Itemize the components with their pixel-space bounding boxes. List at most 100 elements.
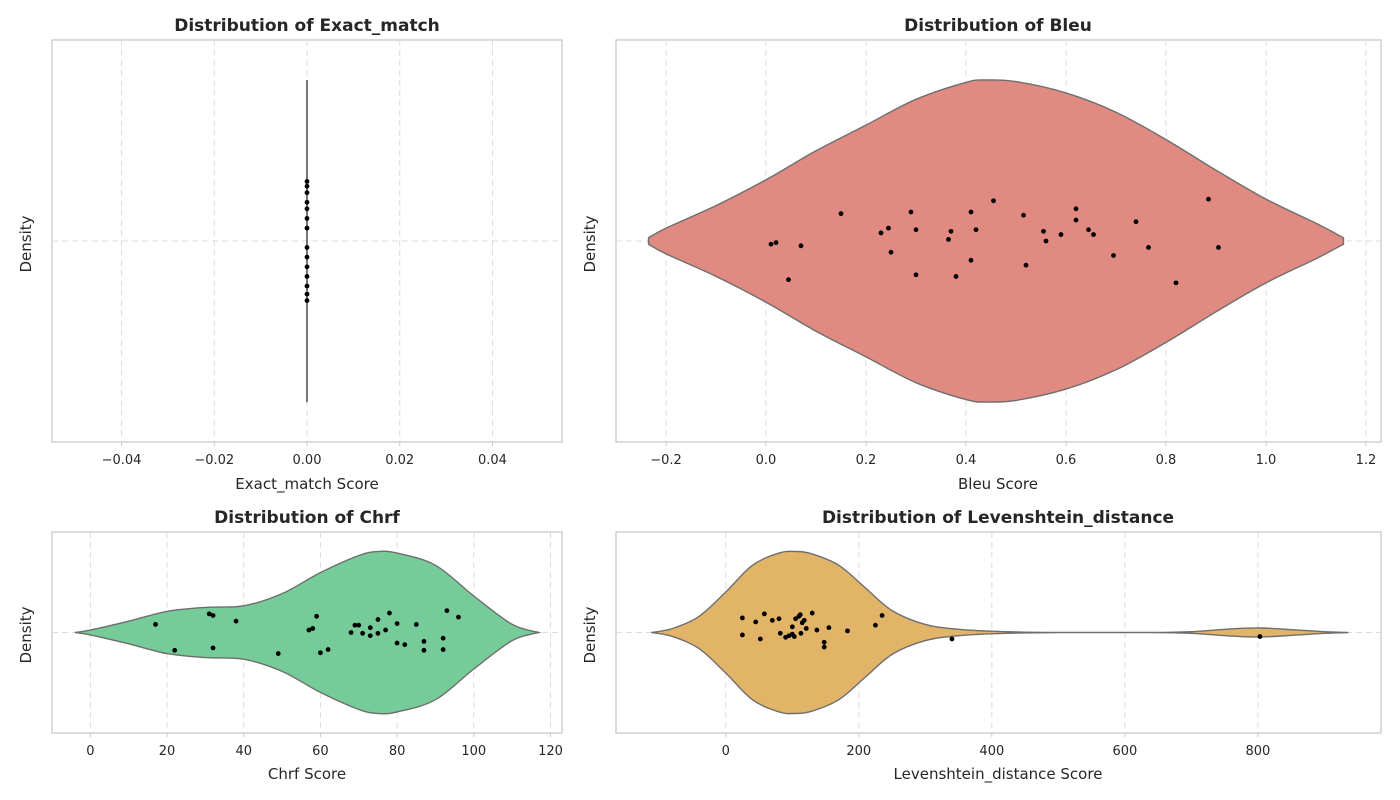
data-point [968, 209, 974, 215]
data-point [1111, 253, 1116, 258]
data-point [394, 640, 400, 646]
data-point [838, 211, 844, 217]
violin-body [647, 79, 1345, 403]
data-point [814, 627, 820, 633]
x-tick-label: −0.04 [102, 453, 142, 468]
x-tick-label: 1.0 [1256, 453, 1277, 468]
data-point [304, 199, 310, 205]
data-point [325, 647, 331, 652]
data-point [314, 613, 319, 619]
data-point [304, 283, 310, 289]
panel-chrf: Distribution of Chrf 0 20 40 60 80 100 120 Chr… [17, 508, 563, 783]
data-point [153, 622, 158, 627]
data-point [275, 651, 281, 656]
points-group [304, 179, 310, 303]
data-point [991, 198, 996, 204]
x-tick-label: 120 [538, 744, 563, 759]
x-axis-label: Levenshtein_distance Score [894, 765, 1103, 784]
data-point [913, 272, 919, 278]
data-point [402, 642, 408, 648]
data-point [1091, 232, 1096, 237]
x-tick-label: 200 [846, 744, 871, 759]
data-point [949, 636, 955, 642]
data-point [1173, 280, 1179, 286]
data-point [946, 236, 951, 242]
data-point [1133, 219, 1139, 225]
x-axis-label: Exact_match Score [235, 475, 378, 494]
x-tick-label: 1.2 [1356, 453, 1377, 468]
data-point [879, 613, 885, 618]
x-tick-label: 0.8 [1156, 453, 1177, 468]
data-point [440, 635, 446, 641]
x-tick-label: 400 [979, 744, 1004, 759]
violin-body [651, 550, 1349, 715]
points-group [739, 610, 1263, 650]
data-point [306, 627, 312, 633]
data-point [304, 179, 310, 184]
data-point [777, 630, 783, 636]
data-point [753, 619, 759, 625]
data-point [789, 624, 795, 630]
data-point [803, 626, 809, 631]
data-point [1216, 245, 1221, 250]
data-point [1086, 227, 1091, 233]
data-point [348, 630, 354, 635]
x-tick-label: 20 [159, 744, 176, 759]
data-point [304, 225, 310, 231]
data-point [206, 611, 212, 617]
data-point [1206, 196, 1211, 202]
data-point [793, 616, 799, 622]
data-point [367, 633, 373, 639]
data-point [413, 622, 419, 627]
data-point [210, 613, 216, 618]
data-point [1146, 245, 1151, 250]
panel-exact-match: Distribution of Exact_match −0.04 −0.02 0.… [17, 16, 563, 494]
y-axis-label: Density [581, 215, 599, 272]
chart-title: Distribution of Chrf [214, 508, 400, 528]
chart-title: Distribution of Levenshtein_distance [822, 508, 1174, 528]
data-point [878, 230, 884, 236]
x-tick-label: 40 [235, 744, 252, 759]
x-ticks: 0 20 40 60 80 100 120 [86, 733, 563, 759]
data-point [845, 628, 850, 634]
data-point [304, 298, 310, 303]
data-point [886, 225, 891, 231]
data-point [968, 257, 974, 263]
data-point [953, 274, 959, 279]
violin-group [74, 550, 542, 715]
x-tick-label: 80 [389, 744, 406, 759]
data-point [809, 610, 815, 616]
chart-title: Distribution of Bleu [904, 16, 1092, 36]
data-point [1043, 238, 1049, 244]
violin-group [647, 79, 1345, 403]
data-point [304, 264, 310, 270]
data-point [888, 249, 894, 255]
y-axis-label: Density [17, 606, 35, 663]
x-tick-label: 600 [1112, 744, 1137, 759]
data-point [1023, 262, 1029, 268]
data-point [798, 630, 804, 636]
panel-bleu: Distribution of Bleu −0.2 0.0 0.2 0.4 0.6 0.8… [581, 16, 1382, 493]
data-point [304, 206, 310, 212]
data-point [421, 639, 427, 644]
x-tick-label: 0 [722, 744, 730, 759]
data-point [356, 622, 362, 628]
data-point [387, 610, 392, 616]
data-point [304, 190, 310, 196]
data-point [797, 612, 803, 618]
data-point [739, 632, 745, 638]
data-point [233, 618, 239, 624]
data-point [757, 636, 763, 642]
data-point [394, 621, 400, 626]
data-point [421, 647, 427, 653]
data-point [948, 228, 954, 234]
data-point [1073, 206, 1079, 212]
data-point [375, 630, 381, 636]
panel-levenshtein-distance: Distribution of Levenshtein_distance 0 20… [581, 508, 1382, 784]
data-point [913, 227, 919, 233]
data-point [768, 241, 774, 247]
data-point [1257, 634, 1263, 639]
x-tick-label: 0.02 [385, 453, 414, 468]
x-tick-label: 0.4 [956, 453, 977, 468]
